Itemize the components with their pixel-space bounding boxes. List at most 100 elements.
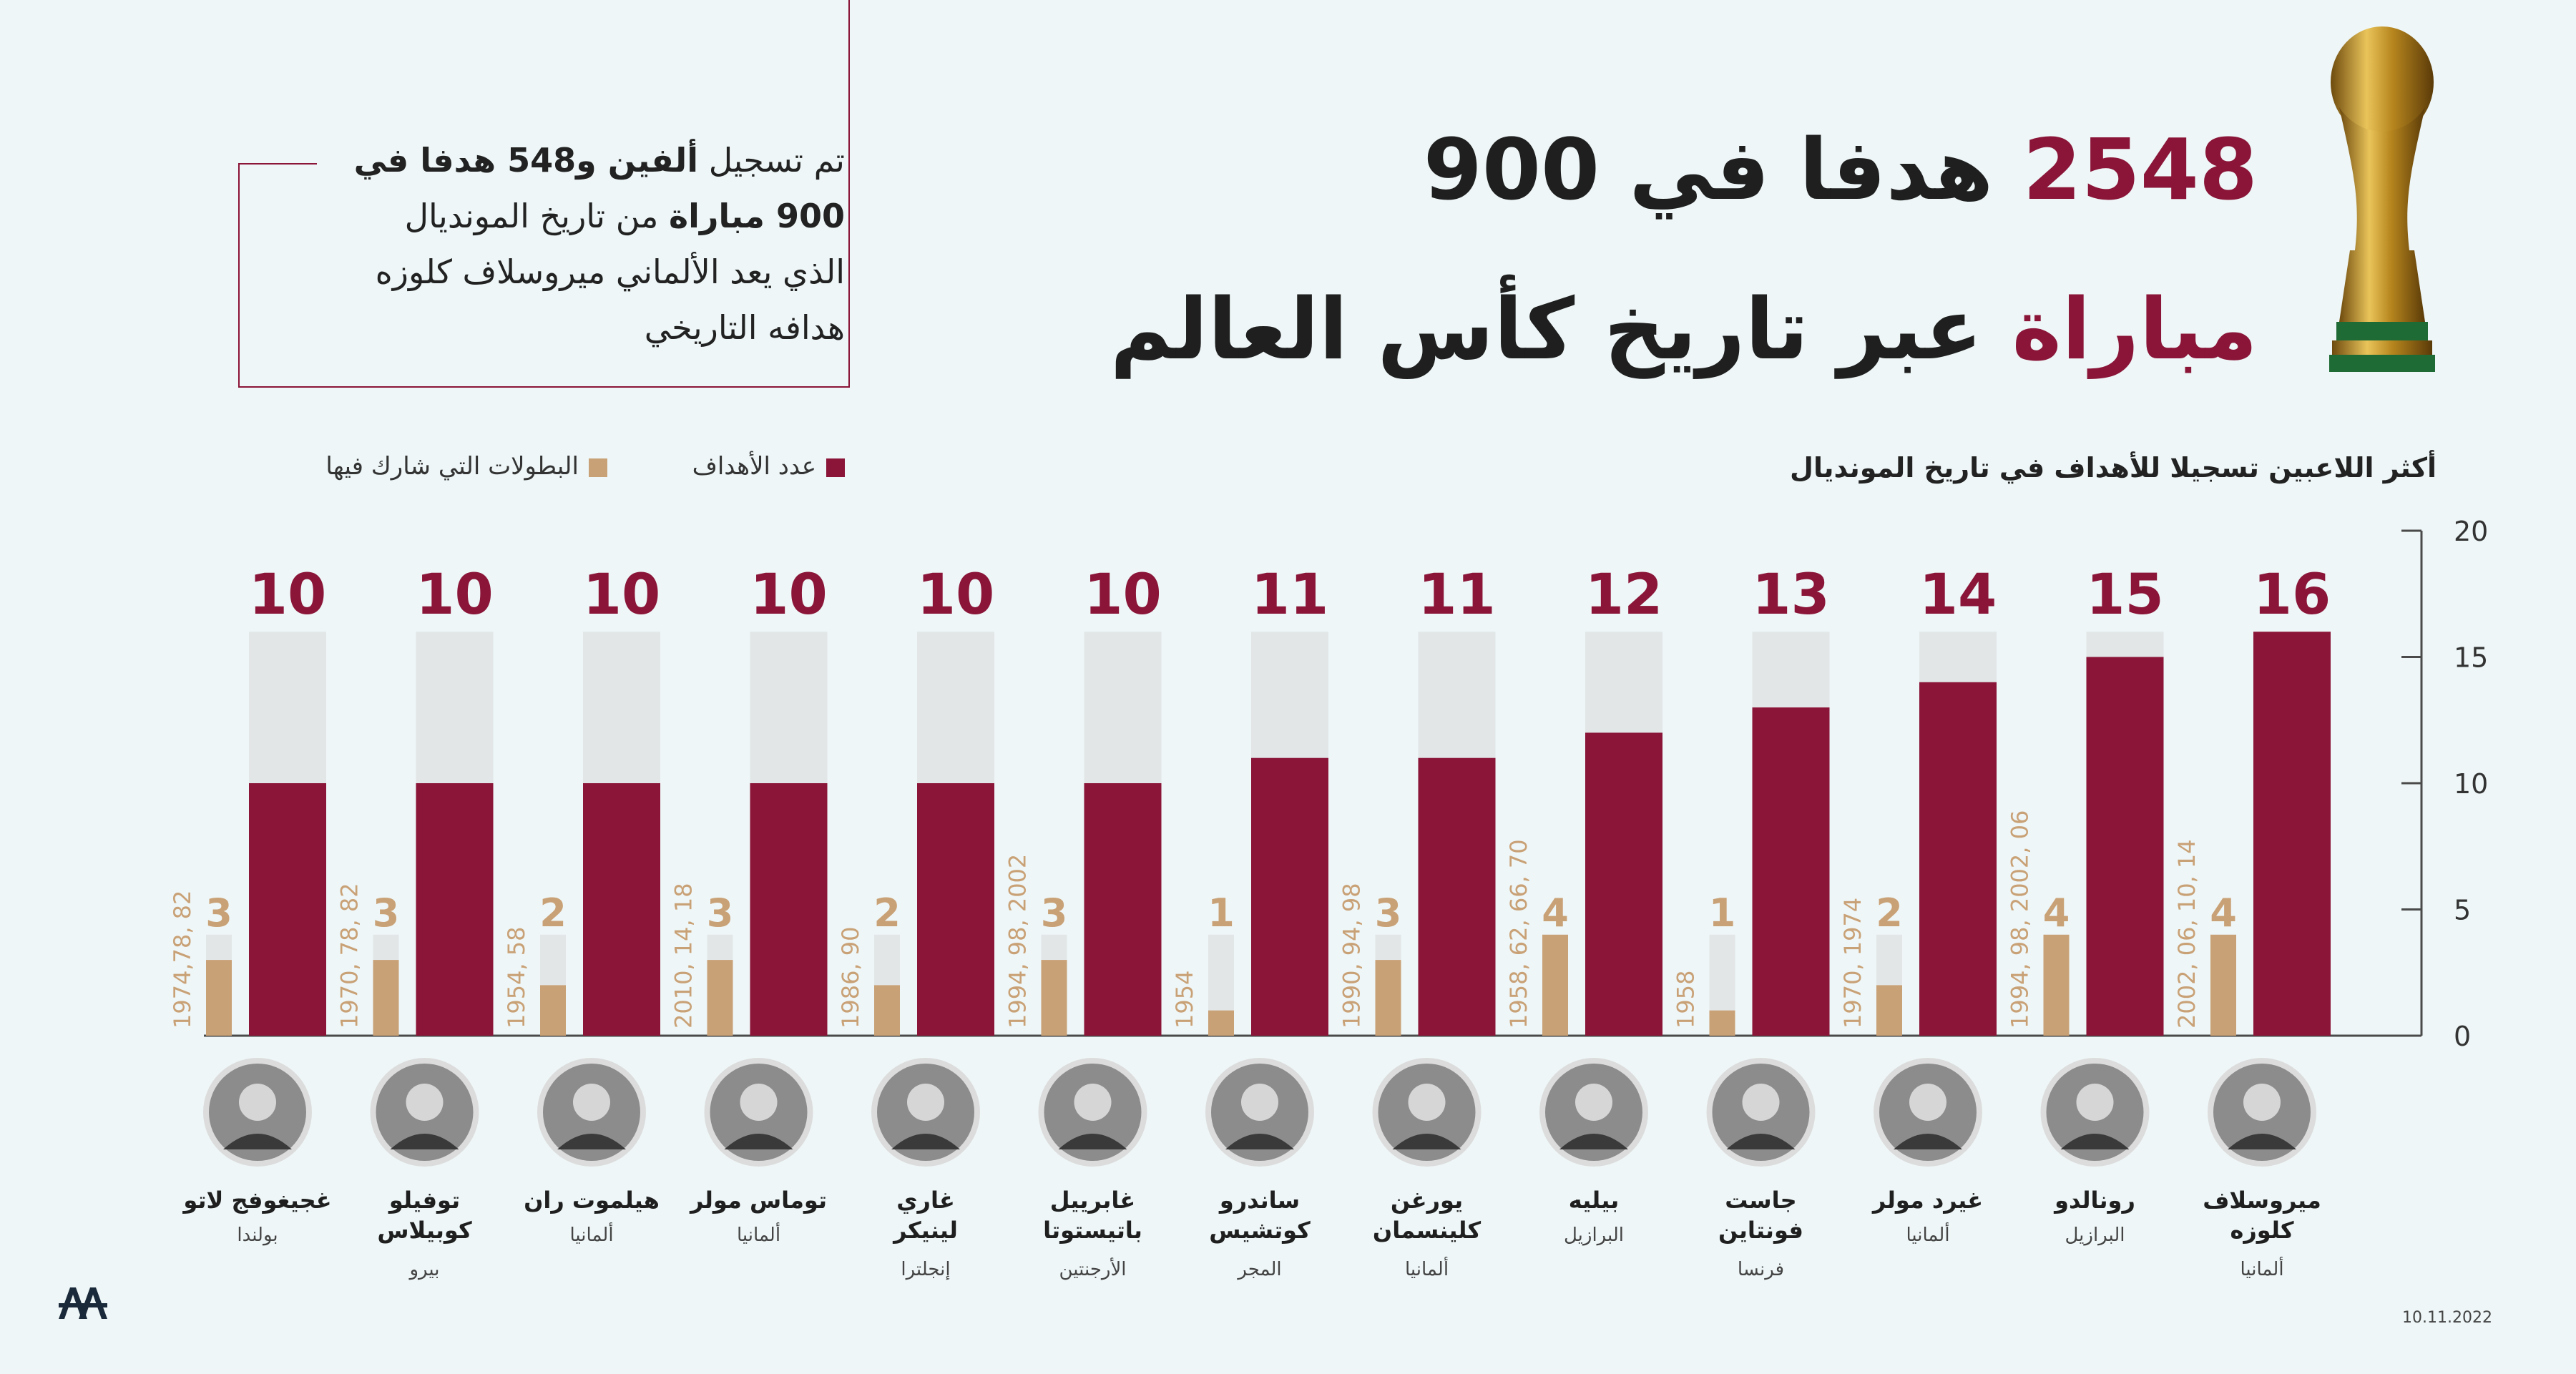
tournaments-bar [206, 960, 232, 1036]
player-name: غاري لينيكر [843, 1185, 1008, 1245]
agency-logo-text: AA [83, 1285, 84, 1287]
goals-bar [1251, 757, 1328, 1036]
goals-bar [2086, 657, 2164, 1036]
tournaments-bar [1876, 985, 1902, 1036]
tournaments-bar [1375, 960, 1401, 1036]
tournaments-value-label: 2 [539, 890, 567, 936]
player-name-line-1: بيليه [1568, 1187, 1620, 1214]
tournament-years-label: 1958 [1673, 971, 1700, 1029]
player-name-line-2: كوتشيس [1209, 1217, 1311, 1244]
player-avatar-head [1909, 1084, 1946, 1121]
player-country: إنجلترا [901, 1259, 951, 1280]
goals-bar [1585, 732, 1662, 1036]
goals-value-label: 10 [583, 563, 661, 627]
player-avatar-head [1742, 1084, 1780, 1121]
tournament-years-label: 1990, 94, 98 [1338, 883, 1366, 1029]
goals-value-label: 11 [1251, 563, 1329, 627]
goals-value-label: 12 [1585, 563, 1663, 627]
legend-tournaments: البطولات التي شارك فيها [325, 452, 607, 481]
intro-bold-1: ألفين و548 هدفا في [353, 141, 699, 180]
player-name-line-1: هيلموت ران [524, 1187, 660, 1214]
player-avatar-head [1575, 1084, 1612, 1121]
tournaments-value-label: 2 [873, 890, 901, 936]
player-name: رونالدو [2013, 1185, 2178, 1215]
goals-value-label: 10 [249, 563, 327, 627]
player-avatar-body [1894, 1134, 1962, 1149]
player-avatar-body [557, 1134, 626, 1149]
intro-frame-left [238, 163, 240, 388]
player-name-line-2: كلوزه [2230, 1217, 2294, 1244]
player-name-line-2: كوبيلاس [377, 1217, 472, 1244]
player-name-line-1: يورغن [1390, 1187, 1464, 1214]
player-country: ألمانيا [569, 1225, 614, 1246]
player-name-line-2: باتيستوتا [1043, 1217, 1142, 1244]
goals-value-label: 13 [1752, 563, 1830, 627]
tournaments-value-label: 3 [707, 890, 734, 936]
player-name: ساندرو كوتشيس [1177, 1185, 1342, 1245]
y-tick-label: 15 [2454, 642, 2488, 674]
player-avatar-head [907, 1084, 944, 1121]
player-country: ألمانيا [736, 1225, 781, 1246]
player-country: ألمانيا [2240, 1259, 2284, 1280]
tournaments-bar [373, 960, 399, 1036]
tournament-years-label: 1970, 1974 [1839, 898, 1866, 1029]
player-country: الأرجنتين [1059, 1259, 1127, 1280]
y-tick-label: 20 [2454, 516, 2488, 547]
player-name-line-1: توفيلو [388, 1187, 461, 1214]
tournaments-value-label: 4 [2210, 890, 2237, 936]
goals-value-label: 15 [2086, 563, 2164, 627]
tournaments-value-label: 1 [1709, 890, 1736, 936]
player-name-line-1: غابرييل [1049, 1187, 1136, 1214]
tournament-years-label: 2002, 06, 10, 14 [2173, 839, 2200, 1029]
tournament-years-label: 1994, 98, 2002, 06 [2007, 810, 2034, 1029]
player-avatar-body [1058, 1134, 1127, 1149]
goals-bar [750, 783, 828, 1036]
goals-bar [2253, 632, 2331, 1036]
player-name-line-2: لينيكر [893, 1217, 958, 1244]
player-name: توفيلو كوبيلاس [343, 1185, 507, 1245]
publish-date: 10.11.2022 [2402, 1309, 2492, 1327]
player-avatar-head [740, 1084, 778, 1121]
player-name-line-1: توماس مولر [690, 1187, 827, 1214]
tournament-years-label: 1954, 58 [503, 927, 530, 1029]
player-avatar-body [1726, 1134, 1796, 1149]
tournaments-bar [1709, 1010, 1735, 1036]
intro-frame-top [238, 163, 317, 165]
tournaments-value-label: 3 [1375, 890, 1402, 936]
y-tick-label: 0 [2454, 1021, 2471, 1052]
page-title-line-1: 2548 هدفا في 900 [1424, 123, 2258, 216]
player-avatar-head [2076, 1084, 2114, 1121]
legend-goals: عدد الأهداف [692, 452, 845, 481]
tournaments-value-label: 3 [205, 890, 232, 936]
goals-value-label: 14 [1919, 563, 1997, 627]
goals-value-label: 10 [1084, 563, 1162, 627]
goals-bar [917, 783, 994, 1036]
tournament-years-label: 1974,78, 82 [169, 890, 196, 1029]
tournaments-bar [707, 960, 733, 1036]
player-avatar-head [1241, 1084, 1278, 1121]
player-avatar-body [724, 1134, 793, 1149]
player-name: غابرييل باتيستوتا [1011, 1185, 1175, 1245]
player-country: ألمانيا [1404, 1259, 1449, 1280]
player-avatar-head [573, 1084, 610, 1121]
player-avatar-head [406, 1084, 444, 1121]
goals-bar [1084, 783, 1162, 1036]
player-avatar-body [390, 1134, 459, 1149]
player-name-line-2: فونتاين [1718, 1217, 1803, 1244]
player-country: بيرو [409, 1259, 440, 1280]
player-name: غجيغوفج لاتو [175, 1185, 340, 1215]
tournaments-bar [540, 985, 566, 1036]
goals-value-label: 10 [416, 563, 494, 627]
legend-goals-swatch [826, 458, 845, 477]
tournaments-value-label: 4 [1542, 890, 1569, 936]
player-country: فرنسا [1737, 1259, 1785, 1280]
player-name: يورغن كلينسمان [1345, 1185, 1509, 1245]
player-name: هيلموت ران [509, 1185, 674, 1215]
goals-value-label: 16 [2253, 563, 2331, 627]
player-avatar-head [1408, 1084, 1446, 1121]
tournament-years-label: 1986, 90 [837, 927, 864, 1029]
intro-bold-2: 900 مباراة [669, 197, 845, 235]
tournaments-value-label: 3 [373, 890, 400, 936]
player-avatar-body [891, 1134, 960, 1149]
